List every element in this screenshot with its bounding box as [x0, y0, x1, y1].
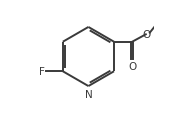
Text: O: O	[128, 62, 136, 71]
Text: N: N	[85, 90, 92, 100]
Text: F: F	[39, 67, 45, 77]
Text: O: O	[143, 30, 151, 39]
